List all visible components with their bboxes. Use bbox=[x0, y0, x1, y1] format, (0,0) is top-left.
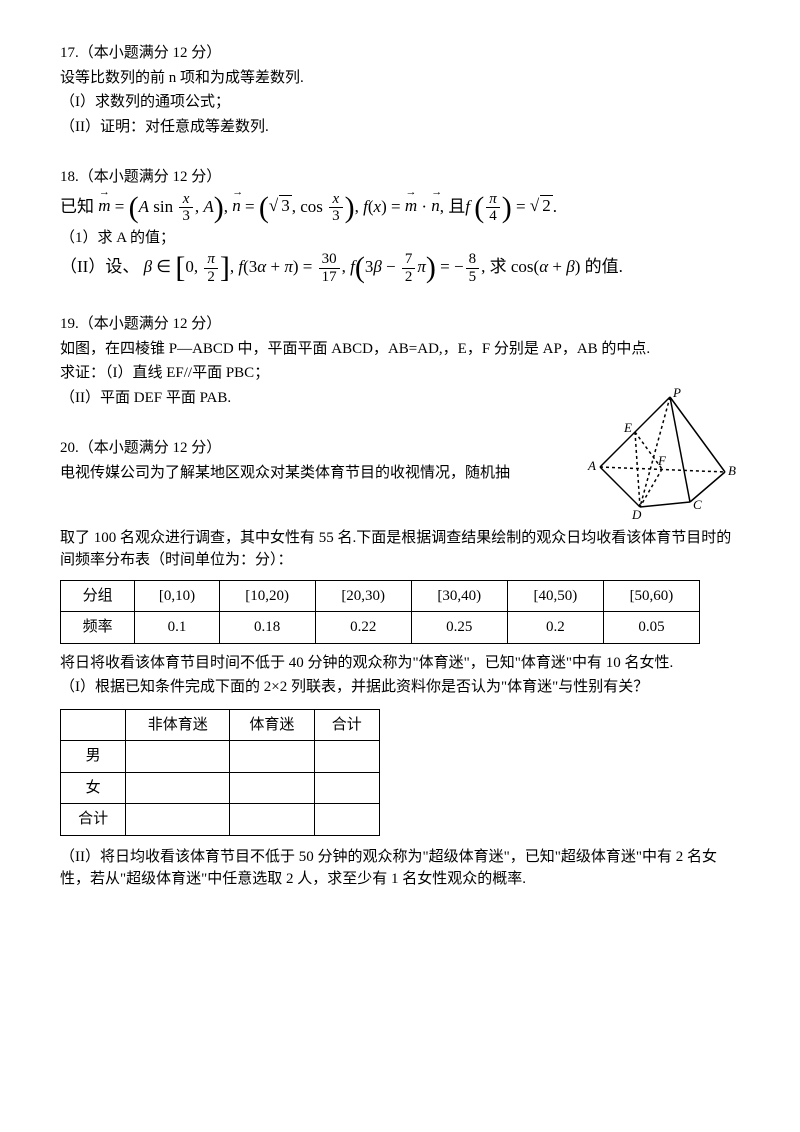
table-row: 分组 [0,10) [10,20) [20,30) [30,40) [40,50… bbox=[61, 580, 700, 612]
q19-line2: 求证：（I）直线 EF//平面 PBC； bbox=[60, 362, 740, 385]
q17-body2: （I）求数列的通项公式； bbox=[60, 91, 740, 114]
q18-part1: （1）求 A 的值； bbox=[60, 227, 740, 250]
lbl-E: E bbox=[623, 420, 632, 435]
pyramid-diagram: P E F A B C D bbox=[580, 387, 740, 527]
table-row: 非体育迷 体育迷 合计 bbox=[61, 709, 380, 741]
frequency-table: 分组 [0,10) [10,20) [20,30) [30,40) [40,50… bbox=[60, 580, 700, 644]
q20-mid1: 将日将收看该体育节目时间不低于 40 分钟的观众称为"体育迷"，已知"体育迷"中… bbox=[60, 652, 740, 675]
q17-body3: （II）证明：对任意成等差数列. bbox=[60, 116, 740, 139]
question-19: 19.（本小题满分 12 分） 如图，在四棱锥 P—ABCD 中，平面平面 AB… bbox=[60, 313, 740, 409]
table-row: 频率 0.1 0.18 0.22 0.25 0.2 0.05 bbox=[61, 612, 700, 644]
q20-mid2: （I）根据已知条件完成下面的 2×2 列联表，并据此资料你是否认为"体育迷"与性… bbox=[60, 676, 740, 699]
question-17: 17.（本小题满分 12 分） 设等比数列的前 n 项和为成等差数列. （I）求… bbox=[60, 42, 740, 138]
q18-part2: （II）设、 β ∈ [0, π2], f(3α + π) = 3017, f(… bbox=[60, 251, 740, 285]
lbl-D: D bbox=[631, 507, 642, 522]
lbl-A: A bbox=[587, 458, 596, 473]
q19-header: 19.（本小题满分 12 分） bbox=[60, 313, 740, 336]
q18-given: 已知 m = (A sin x3, A), n = (3, cos x3), f… bbox=[60, 191, 740, 225]
lbl-C: C bbox=[693, 497, 702, 512]
q19-line1: 如图，在四棱锥 P—ABCD 中，平面平面 ABCD，AB=AD,，E，F 分别… bbox=[60, 338, 740, 361]
lbl-B: B bbox=[728, 463, 736, 478]
q17-header: 17.（本小题满分 12 分） bbox=[60, 42, 740, 65]
q17-body1: 设等比数列的前 n 项和为成等差数列. bbox=[60, 67, 740, 90]
question-18: 18.（本小题满分 12 分） 已知 m = (A sin x3, A), n … bbox=[60, 166, 740, 285]
lbl-F: F bbox=[657, 453, 667, 468]
q20-end1: （II）将日均收看该体育节目不低于 50 分钟的观众称为"超级体育迷"，已知"超… bbox=[60, 846, 740, 891]
q18-header: 18.（本小题满分 12 分） bbox=[60, 166, 740, 189]
contingency-table: 非体育迷 体育迷 合计 男 女 合计 bbox=[60, 709, 380, 836]
table-row: 女 bbox=[61, 772, 380, 804]
table-row: 男 bbox=[61, 741, 380, 773]
row-label: 分组 bbox=[61, 580, 135, 612]
row-label: 频率 bbox=[61, 612, 135, 644]
q20-intro2: 取了 100 名观众进行调查，其中女性有 55 名.下面是根据调查结果绘制的观众… bbox=[60, 527, 740, 572]
table-row: 合计 bbox=[61, 804, 380, 836]
lbl-P: P bbox=[672, 387, 681, 400]
